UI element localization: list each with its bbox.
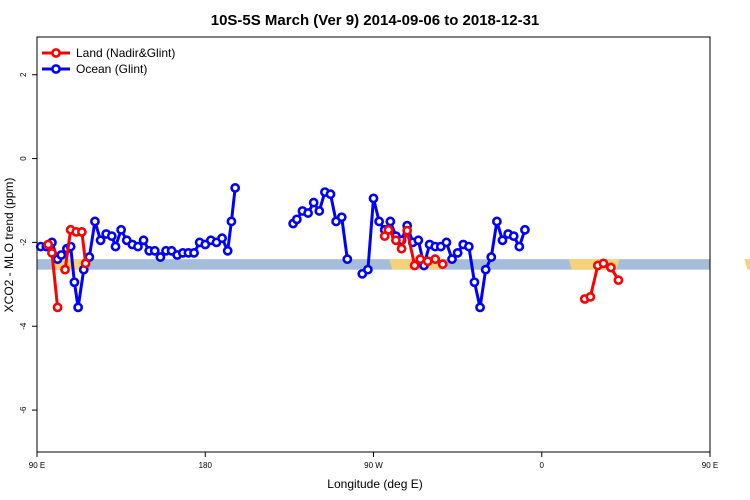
legend-swatch-marker-ocean [51, 64, 61, 74]
x-tick-label-2: 90 W [364, 461, 383, 470]
series-line-ocean-1 [291, 190, 349, 260]
data-point-land-0-0 [43, 239, 54, 250]
x-tick-label-1: 180 [199, 461, 213, 470]
data-point-ocean-1-10 [342, 254, 353, 265]
data-point-land-1-4 [80, 258, 91, 269]
data-point-ocean-0-20 [138, 235, 149, 246]
y-axis-label: XCO2 - MLO trend (ppm) [2, 178, 16, 313]
data-point-land-0-1 [47, 247, 57, 258]
data-point-ocean-2-19 [463, 241, 474, 252]
legend-item-ocean: Ocean (Glint) [42, 62, 147, 76]
data-point-ocean-0-19 [133, 241, 143, 252]
reference-band-rect [37, 259, 710, 270]
data-point-ocean-2-16 [447, 254, 457, 265]
series-layer [35, 183, 624, 313]
data-point-land-2-6 [415, 254, 426, 265]
x-tick-label-3: 0 [540, 461, 545, 470]
data-point-ocean-1-4 [308, 197, 319, 208]
series-ocean [35, 183, 530, 313]
data-point-ocean-1-1 [291, 214, 302, 225]
data-point-ocean-2-22 [480, 264, 491, 275]
data-point-ocean-2-17 [452, 247, 463, 258]
y-tick-label-0: 2 [19, 72, 28, 77]
data-point-ocean-0-11 [90, 216, 100, 227]
data-point-ocean-1-7 [325, 189, 336, 200]
x-axis: 90 E 180 90 W 0 90 E [29, 452, 718, 470]
legend-label-land: Land (Nadir&Glint) [76, 46, 175, 60]
data-point-land-2-2 [391, 235, 401, 246]
data-point-ocean-2-15 [441, 237, 452, 248]
x-tick-label-0: 90 E [29, 461, 45, 470]
data-point-ocean-0-16 [116, 224, 127, 235]
data-point-ocean-0-37 [230, 183, 241, 193]
data-point-ocean-0-23 [155, 252, 166, 262]
data-point-ocean-2-5 [385, 216, 396, 227]
data-point-land-1-0 [60, 264, 70, 275]
data-point-ocean-1-9 [336, 212, 347, 223]
data-point-ocean-0-7 [69, 277, 80, 288]
legend-swatch-marker-land [51, 48, 61, 58]
data-point-land-2-5 [409, 260, 420, 271]
data-point-ocean-2-3 [374, 216, 385, 227]
data-point-ocean-2-21 [475, 302, 485, 313]
data-point-land-3-3 [598, 258, 609, 269]
data-point-land-1-3 [76, 227, 87, 237]
data-point-ocean-2-28 [514, 241, 525, 252]
data-point-ocean-2-25 [497, 235, 508, 246]
data-point-ocean-1-3 [303, 208, 313, 218]
data-point-ocean-1-5 [314, 206, 325, 216]
data-point-ocean-0-36 [226, 216, 237, 227]
data-point-land-2-8 [430, 254, 441, 265]
data-point-ocean-0-4 [56, 250, 67, 260]
legend-item-land: Land (Nadir&Glint) [42, 46, 175, 60]
legend-label-ocean: Ocean (Glint) [76, 62, 147, 76]
x-axis-label: Longitude (deg E) [327, 477, 422, 491]
data-point-land-2-7 [422, 256, 433, 267]
y-tick-label-3: -4 [19, 322, 28, 330]
legend: Land (Nadir&Glint) Ocean (Glint) [42, 46, 175, 76]
chart-title: 10S-5S March (Ver 9) 2014-09-06 to 2018-… [211, 12, 540, 29]
data-point-ocean-2-10 [413, 235, 424, 246]
data-point-land-2-9 [437, 259, 448, 270]
data-point-land-3-4 [606, 262, 616, 273]
data-point-land-3-1 [585, 291, 596, 302]
data-point-ocean-2-27 [508, 231, 519, 242]
reference-band [37, 259, 710, 270]
data-point-ocean-0-8 [73, 302, 84, 313]
data-point-ocean-2-24 [491, 216, 502, 227]
data-point-land-0-2 [52, 302, 63, 313]
y-tick-label-2: -2 [19, 238, 28, 246]
data-point-ocean-2-2 [368, 193, 379, 204]
data-point-land-2-4 [402, 225, 413, 236]
data-point-land-2-1 [383, 224, 394, 235]
y-axis: 2 0 -2 -4 -6 [19, 72, 37, 414]
data-point-ocean-0-22 [149, 245, 160, 256]
y-tick-label-1: 0 [19, 156, 28, 161]
land-mask-segment-3 [744, 259, 750, 270]
data-point-land-2-3 [396, 243, 407, 254]
data-point-ocean-0-34 [217, 233, 227, 244]
x-tick-label-4: 90 E [702, 461, 718, 470]
data-point-ocean-0-35 [222, 245, 233, 256]
y-tick-label-4: -6 [19, 406, 28, 414]
data-point-ocean-2-1 [362, 264, 373, 275]
data-point-land-3-5 [613, 275, 624, 286]
data-point-ocean-0-15 [110, 241, 121, 252]
data-point-ocean-0-14 [106, 231, 117, 242]
data-point-ocean-0-29 [189, 247, 199, 258]
data-point-ocean-2-29 [520, 224, 530, 235]
data-point-ocean-2-20 [469, 277, 480, 288]
series-line-ocean-2 [361, 196, 527, 309]
data-point-ocean-0-12 [95, 235, 106, 246]
data-point-ocean-2-23 [486, 252, 497, 262]
series-land [43, 224, 624, 313]
